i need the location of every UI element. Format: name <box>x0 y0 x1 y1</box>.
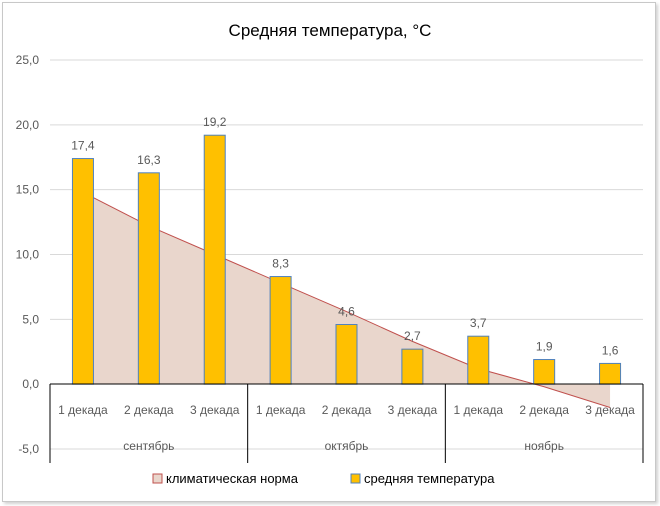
x-axis: сентябрь октябрь ноябрь 1 декада 2 декада 3 д… <box>49 383 644 463</box>
x-category-label: 3 декада <box>388 403 438 417</box>
bar-data-label: 17,4 <box>71 139 95 153</box>
bar-data-label: 3,7 <box>470 316 487 330</box>
y-tick-label: 5,0 <box>22 312 39 326</box>
temperature-bar <box>401 348 424 385</box>
y-axis: 25,0 20,0 15,0 10,0 5,0 0,0 -5,0 <box>16 53 40 456</box>
legend-label-temp: средняя температура <box>364 471 495 486</box>
bar-data-label: 1,9 <box>536 340 553 354</box>
bar-data-label: 2,7 <box>404 329 421 343</box>
x-category-label: 2 декада <box>519 403 569 417</box>
temperature-bar <box>467 335 490 385</box>
y-tick-label: 25,0 <box>16 53 40 67</box>
bar-data-label: 1,6 <box>602 343 619 357</box>
legend-swatch-norm <box>152 473 163 484</box>
bar-data-label: 4,6 <box>338 305 355 319</box>
legend-label-norm: климатическая норма <box>166 471 299 486</box>
x-category-label: 1 декада <box>58 403 108 417</box>
temperature-bar <box>137 172 160 385</box>
temperature-bar <box>269 276 292 385</box>
temperature-chart: Средняя температура, °С 25,0 20,0 15,0 10,0… <box>16 21 644 486</box>
chart-frame: Средняя температура, °С 25,0 20,0 15,0 10,0… <box>2 2 656 502</box>
x-category-label: 2 декада <box>322 403 372 417</box>
temperature-bar <box>71 158 94 385</box>
temperature-bar <box>335 324 358 385</box>
y-tick-label: 20,0 <box>16 118 40 132</box>
bar-data-label: 16,3 <box>137 153 161 167</box>
x-category-label: 1 декада <box>454 403 504 417</box>
norm-line <box>82 191 611 408</box>
bar-data-label: 8,3 <box>272 257 289 271</box>
x-group-label: октябрь <box>325 439 369 453</box>
temperature-bar <box>203 134 226 385</box>
x-group-label: сентябрь <box>123 439 174 453</box>
x-category-label: 3 декада <box>585 403 635 417</box>
x-group-label: ноябрь <box>524 439 564 453</box>
y-tick-label: 10,0 <box>16 248 40 262</box>
legend: климатическая норма средняя температура <box>152 471 495 486</box>
chart-title: Средняя температура, °С <box>229 21 432 40</box>
y-tick-label: 0,0 <box>22 377 39 391</box>
x-category-label: 1 декада <box>256 403 306 417</box>
temperature-bar <box>533 359 556 385</box>
temperature-bar <box>599 362 622 385</box>
legend-swatch-temp <box>350 473 361 484</box>
x-category-label: 2 декада <box>124 403 174 417</box>
x-category-label: 3 декада <box>190 403 240 417</box>
bar-data-label: 19,2 <box>203 115 227 129</box>
y-tick-label: -5,0 <box>18 442 39 456</box>
y-tick-label: 15,0 <box>16 183 40 197</box>
bars: 17,4 16,3 19,2 8,3 4,6 2,7 3,7 1,9 1,6 <box>71 115 622 385</box>
